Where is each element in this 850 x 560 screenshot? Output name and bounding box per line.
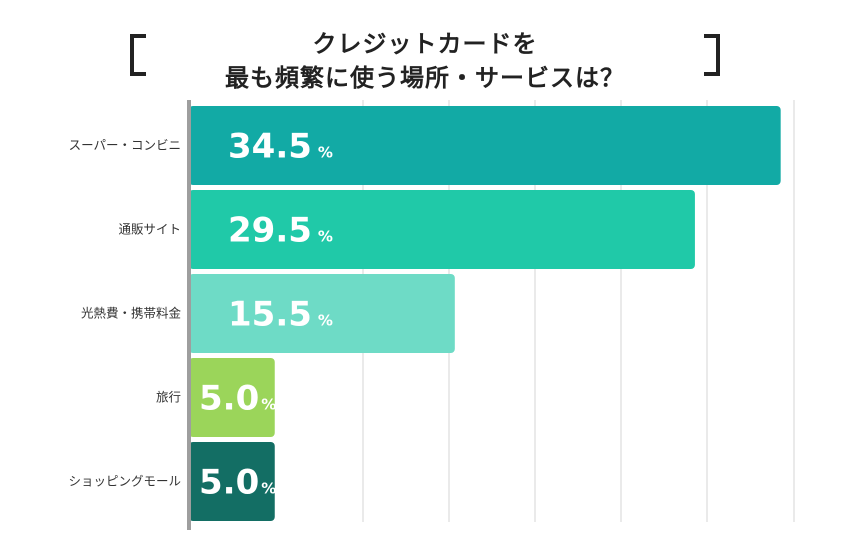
category-label: ショッピングモール <box>68 474 181 489</box>
category-label: 光熱費・携帯料金 <box>81 306 182 321</box>
category-label: スーパー・コンビニ <box>69 138 181 153</box>
value-unit: % <box>318 228 333 246</box>
category-label: 旅行 <box>156 390 181 405</box>
chart-title-line-1: クレジットカードを <box>312 30 538 58</box>
bar <box>189 106 781 185</box>
bar <box>189 358 275 437</box>
chart-title-block: クレジットカードを 最も頻繁に使う場所・サービスは？ <box>0 0 850 100</box>
chart-title-line-2: 最も頻繁に使う場所・サービスは？ <box>225 64 625 92</box>
category-label: 通販サイト <box>118 222 181 237</box>
value-unit: % <box>261 396 276 414</box>
bar <box>189 442 275 521</box>
bar <box>189 190 695 269</box>
value-label: 5.0% <box>199 379 276 419</box>
bar <box>189 274 455 353</box>
value-unit: % <box>261 480 276 498</box>
title-bracket-right <box>704 34 720 76</box>
bars <box>189 106 781 521</box>
value-unit: % <box>318 312 333 330</box>
title-bracket-left <box>130 34 146 76</box>
value-unit: % <box>318 144 333 162</box>
